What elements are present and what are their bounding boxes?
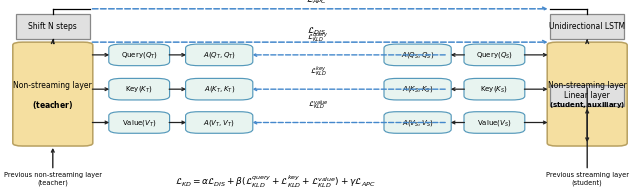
FancyBboxPatch shape — [384, 44, 451, 66]
Text: $A(V_S, V_S)$: $A(V_S, V_S)$ — [402, 117, 433, 128]
Text: $\mathcal{L}_{KLD}^{key}$: $\mathcal{L}_{KLD}^{key}$ — [310, 65, 326, 78]
Text: Query($Q_S$): Query($Q_S$) — [476, 50, 513, 60]
Text: Non-streaming layer: Non-streaming layer — [548, 81, 627, 90]
Text: $\mathcal{L}_{KD} = \alpha\mathcal{L}_{DIS} + \beta(\mathcal{L}_{KLD}^{query} + : $\mathcal{L}_{KD} = \alpha\mathcal{L}_{D… — [175, 174, 376, 190]
Text: Key($K_T$): Key($K_T$) — [125, 84, 153, 94]
Text: $\mathcal{L}_{KLD}^{query}$: $\mathcal{L}_{KLD}^{query}$ — [307, 32, 329, 44]
Text: Shift N steps: Shift N steps — [28, 22, 77, 31]
Text: Query($Q_T$): Query($Q_T$) — [121, 50, 157, 60]
Text: Previous streaming layer
(student): Previous streaming layer (student) — [546, 172, 628, 186]
FancyBboxPatch shape — [464, 112, 525, 133]
Text: Linear layer: Linear layer — [564, 91, 610, 100]
Text: $\bf{(student, auxiliary)}$: $\bf{(student, auxiliary)}$ — [549, 100, 625, 110]
Text: $\bf{(teacher)}$: $\bf{(teacher)}$ — [32, 99, 74, 111]
Text: Non-streaming layer: Non-streaming layer — [13, 81, 92, 90]
Bar — [550, 14, 624, 39]
FancyBboxPatch shape — [109, 44, 170, 66]
FancyBboxPatch shape — [464, 44, 525, 66]
FancyBboxPatch shape — [186, 44, 253, 66]
FancyBboxPatch shape — [186, 78, 253, 100]
Text: $\mathcal{L}_{DIS}$: $\mathcal{L}_{DIS}$ — [307, 26, 326, 37]
Text: Value($V_S$): Value($V_S$) — [477, 117, 512, 128]
FancyBboxPatch shape — [464, 78, 525, 100]
Text: $\mathcal{L}_{KLD}^{value}$: $\mathcal{L}_{KLD}^{value}$ — [308, 98, 328, 112]
FancyBboxPatch shape — [384, 112, 451, 133]
Text: $A(K_T, K_T)$: $A(K_T, K_T)$ — [204, 84, 235, 94]
Text: $A(Q_S, Q_S)$: $A(Q_S, Q_S)$ — [401, 50, 435, 60]
Text: Previous non-streaming layer
(teacher): Previous non-streaming layer (teacher) — [4, 172, 102, 186]
FancyBboxPatch shape — [186, 112, 253, 133]
Text: $A(Q_T, Q_T)$: $A(Q_T, Q_T)$ — [203, 50, 236, 60]
Text: $A(V_T, V_T)$: $A(V_T, V_T)$ — [204, 117, 235, 128]
Text: $A(K_S, K_S)$: $A(K_S, K_S)$ — [402, 84, 433, 94]
FancyBboxPatch shape — [13, 42, 93, 146]
Text: Unidirectional LSTM: Unidirectional LSTM — [549, 22, 625, 31]
FancyBboxPatch shape — [109, 78, 170, 100]
Bar — [16, 14, 90, 39]
Text: Value($V_T$): Value($V_T$) — [122, 117, 157, 128]
FancyBboxPatch shape — [109, 112, 170, 133]
FancyBboxPatch shape — [547, 42, 627, 146]
FancyBboxPatch shape — [384, 78, 451, 100]
Bar — [550, 85, 624, 106]
Text: $\mathcal{L}_{APC}$: $\mathcal{L}_{APC}$ — [307, 0, 327, 6]
Text: Key($K_S$): Key($K_S$) — [481, 84, 508, 94]
